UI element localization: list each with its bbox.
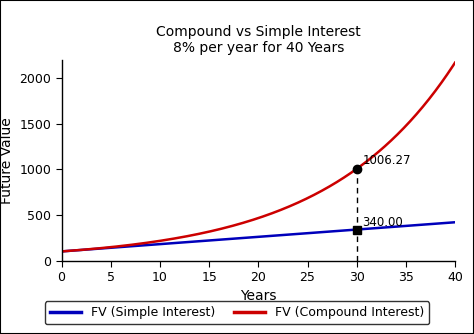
Text: 1006.27: 1006.27 xyxy=(363,154,411,167)
FV (Simple Interest) xyxy=(246,235,251,239)
FV (Compound Interest) xyxy=(248,218,254,222)
FV (Simple Interest) xyxy=(443,221,448,225)
X-axis label: Years: Years xyxy=(240,290,277,304)
FV (Simple Interest) xyxy=(452,220,458,224)
Y-axis label: Future Value: Future Value xyxy=(0,117,14,204)
FV (Compound Interest) xyxy=(272,210,277,214)
FV (Simple Interest) xyxy=(248,235,254,239)
FV (Simple Interest) xyxy=(293,232,299,236)
FV (Compound Interest) xyxy=(452,61,458,65)
Title: Compound vs Simple Interest
8% per year for 40 Years: Compound vs Simple Interest 8% per year … xyxy=(156,25,361,55)
FV (Compound Interest) xyxy=(293,202,299,206)
Legend: FV (Simple Interest), FV (Compound Interest): FV (Simple Interest), FV (Compound Inter… xyxy=(45,301,429,324)
FV (Simple Interest) xyxy=(59,249,64,254)
Line: FV (Compound Interest): FV (Compound Interest) xyxy=(62,63,455,252)
Text: 340.00: 340.00 xyxy=(363,216,403,229)
FV (Compound Interest) xyxy=(246,219,251,223)
FV (Compound Interest) xyxy=(59,249,64,254)
FV (Simple Interest) xyxy=(272,234,277,238)
FV (Simple Interest) xyxy=(381,225,387,229)
FV (Compound Interest) xyxy=(381,145,387,149)
Line: FV (Simple Interest): FV (Simple Interest) xyxy=(62,222,455,252)
FV (Compound Interest) xyxy=(443,75,448,79)
